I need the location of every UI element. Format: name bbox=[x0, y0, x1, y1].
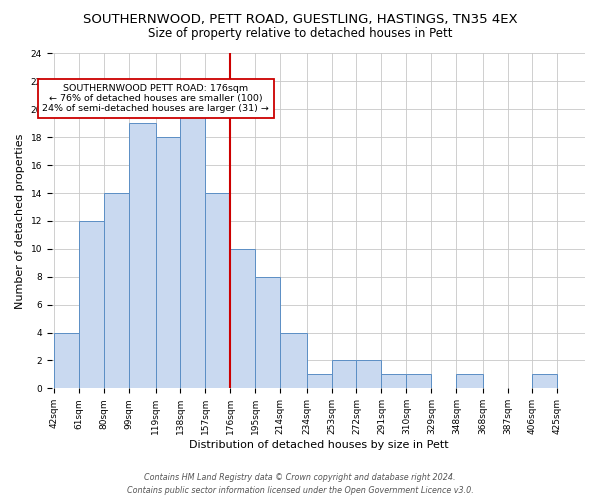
X-axis label: Distribution of detached houses by size in Pett: Distribution of detached houses by size … bbox=[188, 440, 448, 450]
Bar bbox=[532, 374, 557, 388]
Bar bbox=[230, 249, 256, 388]
Text: Size of property relative to detached houses in Pett: Size of property relative to detached ho… bbox=[148, 28, 452, 40]
Bar bbox=[55, 332, 79, 388]
Bar bbox=[104, 193, 129, 388]
Bar bbox=[129, 124, 155, 388]
Bar bbox=[181, 110, 205, 388]
Bar bbox=[332, 360, 356, 388]
Bar bbox=[456, 374, 482, 388]
Y-axis label: Number of detached properties: Number of detached properties bbox=[15, 133, 25, 308]
Bar bbox=[205, 193, 230, 388]
Text: SOUTHERNWOOD, PETT ROAD, GUESTLING, HASTINGS, TN35 4EX: SOUTHERNWOOD, PETT ROAD, GUESTLING, HAST… bbox=[83, 12, 517, 26]
Bar bbox=[307, 374, 332, 388]
Bar bbox=[356, 360, 382, 388]
Bar bbox=[382, 374, 406, 388]
Bar bbox=[79, 221, 104, 388]
Text: Contains HM Land Registry data © Crown copyright and database right 2024.
Contai: Contains HM Land Registry data © Crown c… bbox=[127, 474, 473, 495]
Bar bbox=[280, 332, 307, 388]
Bar bbox=[155, 137, 181, 388]
Text: SOUTHERNWOOD PETT ROAD: 176sqm
← 76% of detached houses are smaller (100)
24% of: SOUTHERNWOOD PETT ROAD: 176sqm ← 76% of … bbox=[43, 84, 269, 114]
Bar bbox=[256, 276, 280, 388]
Bar bbox=[406, 374, 431, 388]
